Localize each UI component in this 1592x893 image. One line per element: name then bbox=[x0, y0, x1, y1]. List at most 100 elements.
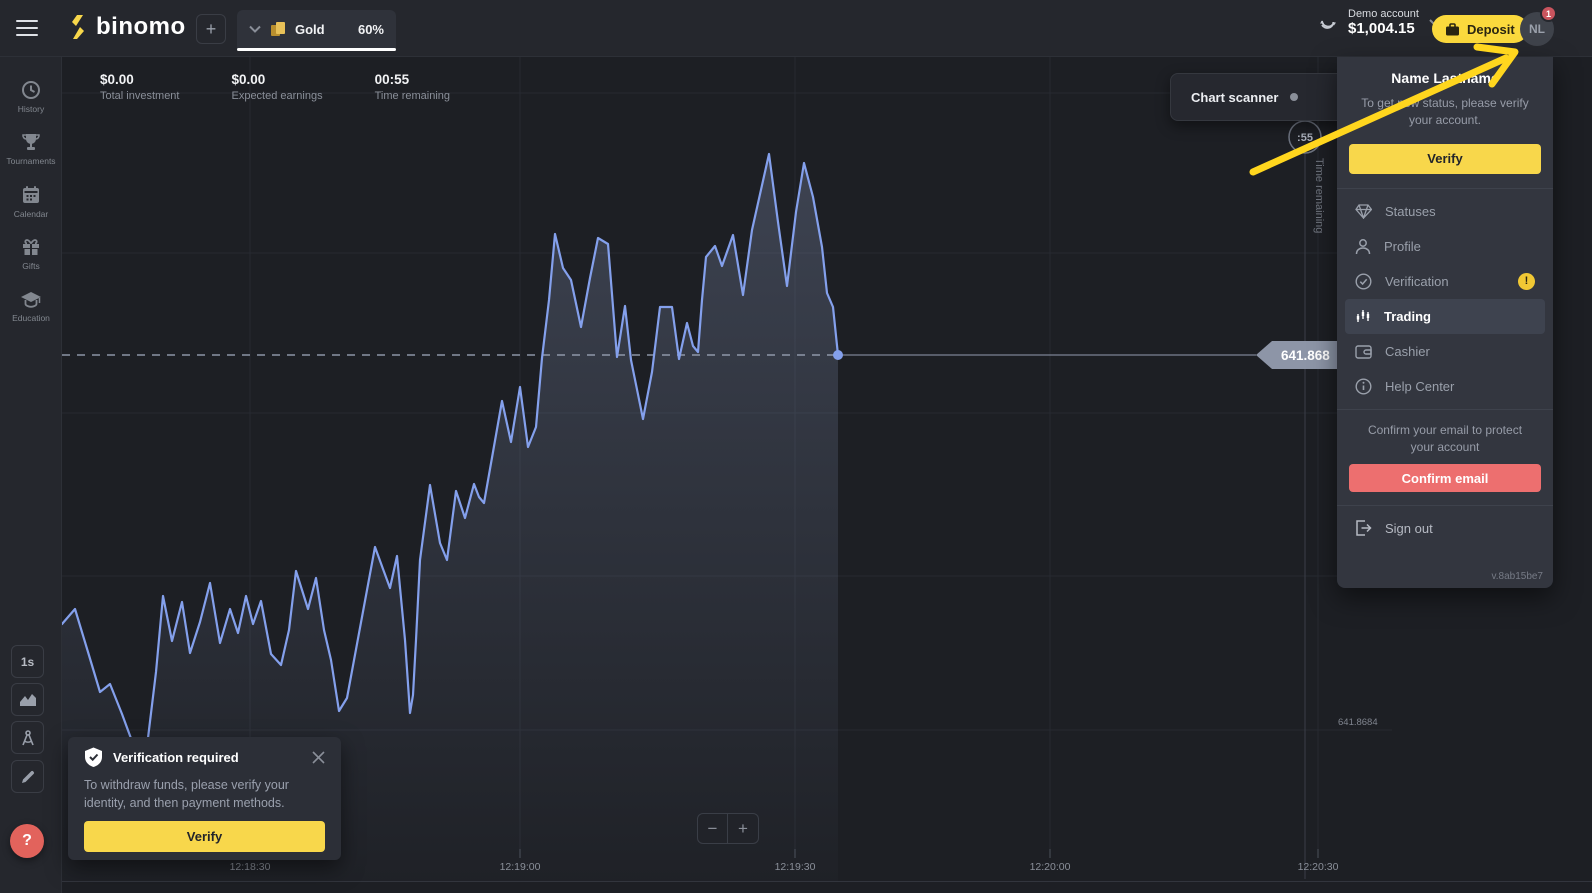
stat-value: 00:55 bbox=[374, 72, 410, 87]
hamburger-menu-icon[interactable] bbox=[16, 20, 38, 36]
sidebar-item-calendar[interactable]: Calendar bbox=[0, 185, 62, 219]
email-hint: Confirm your email to protect your accou… bbox=[1367, 422, 1523, 454]
menu-item-label: Help Center bbox=[1385, 378, 1455, 394]
chart-scanner-status-dot bbox=[1290, 93, 1299, 101]
binomo-logo[interactable]: binomo bbox=[68, 13, 186, 41]
deposit-button[interactable]: Deposit bbox=[1432, 15, 1528, 43]
asset-payout: 60% bbox=[357, 21, 384, 37]
sign-out-label: Sign out bbox=[1385, 520, 1433, 536]
divider bbox=[1337, 408, 1553, 410]
graduation-cap-icon bbox=[21, 292, 41, 308]
lightning-bolt-icon bbox=[72, 15, 84, 39]
sidebar-item-education[interactable]: Education bbox=[0, 289, 62, 323]
time-axis-label: 12:19:00 bbox=[499, 861, 541, 873]
menu-item-trading[interactable]: Trading bbox=[1345, 298, 1545, 334]
pencil-icon bbox=[21, 770, 34, 783]
briefcase-icon bbox=[1446, 22, 1459, 35]
zoom-in-button[interactable]: + bbox=[728, 813, 759, 844]
drawing-tools-button[interactable] bbox=[11, 760, 44, 793]
wallet-icon bbox=[1355, 345, 1372, 359]
time-axis-label: 12:18:30 bbox=[229, 861, 271, 873]
candlestick-chart-icon bbox=[1356, 310, 1370, 323]
app-version: v.8ab15be7 bbox=[1491, 571, 1543, 582]
chart-bottom-border bbox=[0, 881, 1592, 882]
area-chart-icon bbox=[19, 693, 36, 706]
confirm-email-button[interactable]: Confirm email bbox=[1349, 464, 1541, 493]
account-type-label: Demo account bbox=[1348, 8, 1419, 20]
svg-text:641.868: 641.868 bbox=[1281, 348, 1330, 363]
calendar-icon bbox=[23, 186, 39, 203]
menu-item-label: Profile bbox=[1384, 238, 1421, 254]
divider bbox=[1337, 187, 1553, 189]
indicators-button[interactable] bbox=[11, 721, 44, 754]
account-menu-items: Statuses Profile Verification ! bbox=[1337, 189, 1553, 409]
verify-button[interactable]: Verify bbox=[84, 821, 325, 853]
menu-item-label: Verification bbox=[1385, 273, 1449, 289]
active-tab-indicator bbox=[237, 48, 396, 51]
sign-out-button[interactable]: Sign out bbox=[1337, 506, 1553, 550]
sidebar-item-gifts[interactable]: Gifts bbox=[0, 237, 62, 271]
chart-type-button[interactable] bbox=[11, 683, 44, 716]
notification-title: Verification required bbox=[113, 750, 239, 765]
sidebar-item-label: Education bbox=[12, 313, 50, 323]
verification-warning-badge: ! bbox=[1518, 272, 1535, 290]
asset-tab-gold[interactable]: Gold 60% bbox=[237, 10, 396, 51]
sidebar-item-tournaments[interactable]: Tournaments bbox=[0, 132, 62, 166]
stat-total-investment: $0.00 Total investment bbox=[100, 72, 179, 102]
gem-icon bbox=[1355, 204, 1372, 219]
divider bbox=[1337, 505, 1553, 507]
account-menu: Name Lastname To get new status, please … bbox=[1337, 57, 1553, 588]
stat-expected-earnings: $0.00 Expected earnings bbox=[231, 72, 322, 102]
menu-item-statuses[interactable]: Statuses bbox=[1345, 194, 1545, 229]
time-remaining-axis-label: Time remaining bbox=[1313, 158, 1325, 233]
current-price-tag: 641.868 bbox=[1256, 341, 1346, 369]
menu-item-profile[interactable]: Profile bbox=[1345, 229, 1545, 264]
notification-body: To withdraw funds, please verify your id… bbox=[84, 778, 289, 811]
asset-name: Gold bbox=[295, 21, 325, 37]
menu-item-verification[interactable]: Verification ! bbox=[1345, 264, 1545, 299]
menu-item-cashier[interactable]: Cashier bbox=[1345, 334, 1545, 369]
sidebar-item-label: Gifts bbox=[22, 261, 40, 271]
check-circle-icon bbox=[1355, 273, 1372, 290]
gift-icon bbox=[23, 239, 39, 255]
countdown-text: :55 bbox=[1297, 132, 1313, 144]
stat-label: Expected earnings bbox=[231, 90, 323, 102]
price-axis-value: 641.8684 bbox=[1338, 717, 1378, 728]
menu-item-label: Trading bbox=[1384, 308, 1431, 324]
sign-out-icon bbox=[1356, 520, 1372, 537]
trade-stats: $0.00 Total investment $0.00 Expected ea… bbox=[100, 72, 450, 102]
sidebar-item-label: History bbox=[17, 104, 45, 114]
account-balance: $1,004.15 bbox=[1348, 20, 1415, 37]
chart-scanner-button[interactable]: Chart scanner bbox=[1170, 73, 1345, 121]
zoom-out-button[interactable]: − bbox=[697, 813, 728, 844]
menu-item-help-center[interactable]: Help Center bbox=[1345, 369, 1545, 404]
menu-item-label: Statuses bbox=[1385, 203, 1436, 219]
top-bar: binomo + Gold 60% Demo account bbox=[0, 0, 1592, 57]
account-name: Name Lastname bbox=[1391, 70, 1499, 86]
help-button[interactable]: ? bbox=[10, 824, 44, 858]
account-info: Demo account $1,004.15 bbox=[1348, 8, 1419, 37]
logo-text: binomo bbox=[96, 13, 186, 40]
stat-value: $0.00 bbox=[231, 72, 266, 87]
timeframe-button[interactable]: 1s bbox=[11, 645, 44, 678]
add-asset-tab-button[interactable]: + bbox=[196, 14, 226, 44]
deposit-label: Deposit bbox=[1467, 21, 1515, 37]
verify-account-button[interactable]: Verify bbox=[1349, 143, 1541, 174]
chart-scanner-label: Chart scanner bbox=[1191, 89, 1279, 105]
person-icon bbox=[1355, 238, 1371, 254]
shield-check-icon bbox=[85, 747, 102, 767]
sidebar-item-history[interactable]: History bbox=[0, 80, 62, 114]
stat-label: Total investment bbox=[100, 90, 180, 102]
stat-time-remaining: 00:55 Time remaining bbox=[375, 72, 450, 102]
sidebar-item-label: Calendar bbox=[13, 209, 49, 219]
stat-value: $0.00 bbox=[100, 72, 134, 87]
chevron-down-icon bbox=[249, 25, 261, 33]
time-axis-label: 12:20:00 bbox=[1029, 861, 1071, 873]
account-selector[interactable]: Demo account $1,004.15 bbox=[1318, 8, 1440, 37]
notification-count-badge: 1 bbox=[1540, 5, 1557, 22]
refresh-icon bbox=[1320, 20, 1336, 29]
info-circle-icon bbox=[1355, 378, 1372, 395]
drafting-compass-icon bbox=[21, 730, 34, 746]
close-icon[interactable] bbox=[312, 751, 325, 764]
